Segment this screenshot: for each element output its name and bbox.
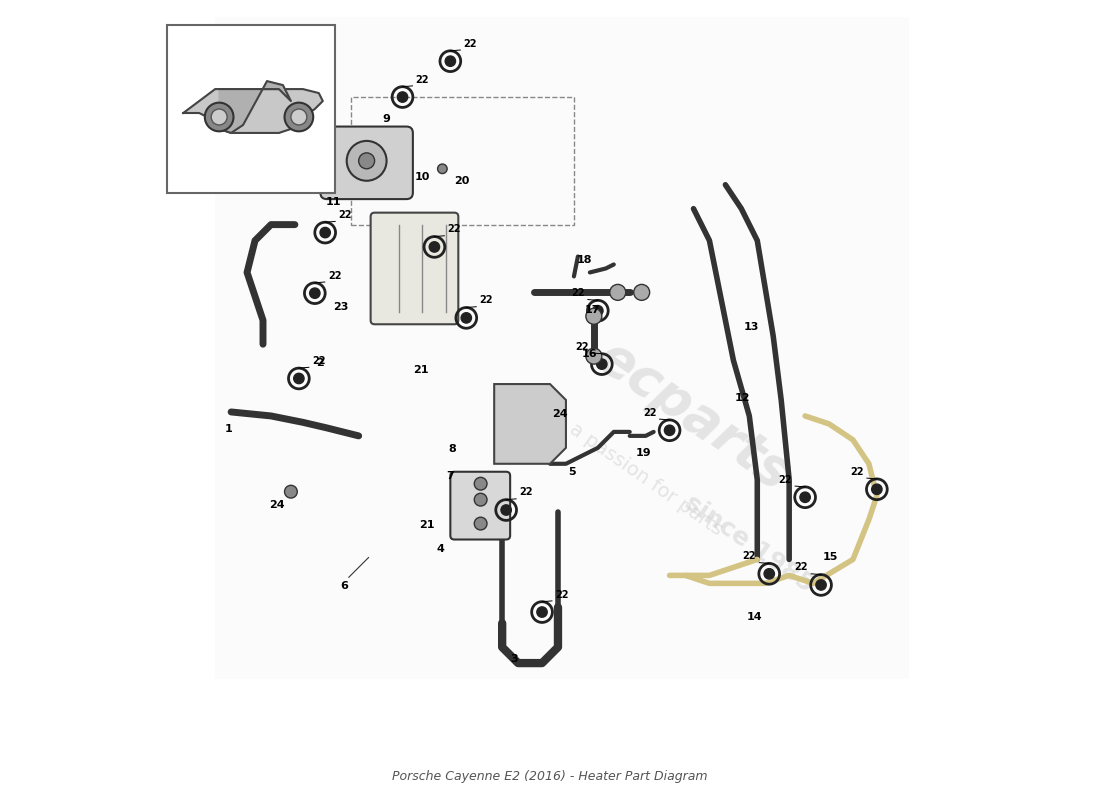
Text: 3: 3: [510, 654, 518, 664]
Circle shape: [359, 153, 375, 169]
Circle shape: [871, 484, 882, 494]
Text: 22: 22: [480, 295, 493, 306]
Text: ecparts: ecparts: [587, 330, 800, 501]
Polygon shape: [184, 89, 322, 133]
Text: a passion for parts: a passion for parts: [565, 420, 726, 540]
Text: 15: 15: [823, 552, 838, 562]
Text: 13: 13: [744, 322, 759, 332]
Text: 22: 22: [556, 590, 569, 599]
Text: 22: 22: [312, 356, 326, 366]
Circle shape: [800, 492, 811, 502]
Circle shape: [664, 425, 674, 435]
Circle shape: [211, 109, 227, 125]
Text: 14: 14: [747, 612, 762, 622]
Circle shape: [474, 494, 487, 506]
Text: 7: 7: [447, 470, 454, 481]
Text: 16: 16: [582, 349, 597, 358]
Circle shape: [816, 580, 826, 590]
Circle shape: [446, 56, 455, 66]
Text: 2: 2: [317, 358, 324, 367]
Circle shape: [294, 374, 304, 384]
Circle shape: [586, 308, 602, 324]
Circle shape: [461, 313, 472, 323]
Text: 6: 6: [340, 581, 349, 590]
Polygon shape: [216, 18, 909, 679]
Circle shape: [205, 102, 233, 131]
Text: 22: 22: [742, 551, 756, 562]
Text: Porsche Cayenne E2 (2016) - Heater Part Diagram: Porsche Cayenne E2 (2016) - Heater Part …: [393, 770, 707, 782]
Text: 22: 22: [850, 466, 864, 477]
Circle shape: [609, 285, 626, 300]
Text: 8: 8: [449, 445, 456, 454]
Text: 22: 22: [779, 474, 792, 485]
Text: 22: 22: [416, 74, 429, 85]
Text: 9: 9: [383, 114, 390, 123]
Text: 22: 22: [328, 270, 341, 281]
Text: 23: 23: [332, 302, 348, 312]
Circle shape: [586, 348, 602, 364]
FancyBboxPatch shape: [450, 472, 510, 539]
Circle shape: [320, 227, 330, 238]
Circle shape: [346, 141, 386, 181]
Text: 22: 22: [339, 210, 352, 220]
Circle shape: [474, 478, 487, 490]
Text: 24: 24: [552, 409, 569, 418]
Text: since 1985: since 1985: [681, 490, 818, 597]
Text: 19: 19: [636, 449, 651, 458]
Circle shape: [764, 569, 774, 579]
Text: 22: 22: [519, 487, 532, 498]
Circle shape: [593, 306, 603, 316]
Text: 22: 22: [448, 224, 461, 234]
Text: 22: 22: [463, 38, 477, 49]
Text: 18: 18: [576, 255, 592, 266]
Bar: [351, 97, 574, 225]
Text: 12: 12: [735, 393, 750, 402]
Text: 1: 1: [224, 425, 232, 434]
Circle shape: [438, 164, 448, 174]
Circle shape: [474, 517, 487, 530]
Circle shape: [596, 359, 607, 370]
Circle shape: [285, 486, 297, 498]
Text: 22: 22: [642, 408, 657, 418]
Text: 22: 22: [571, 288, 585, 298]
Text: 22: 22: [794, 562, 807, 573]
Circle shape: [285, 102, 314, 131]
Text: 5: 5: [568, 466, 575, 477]
Text: 22: 22: [575, 342, 589, 351]
Polygon shape: [219, 81, 290, 133]
Text: 17: 17: [584, 305, 600, 315]
Text: 20: 20: [454, 176, 470, 186]
Text: 10: 10: [415, 172, 430, 182]
Circle shape: [537, 607, 547, 618]
Circle shape: [500, 505, 512, 515]
Polygon shape: [494, 384, 565, 464]
Circle shape: [429, 242, 440, 252]
Circle shape: [397, 92, 408, 102]
Text: 21: 21: [414, 365, 429, 374]
Text: 11: 11: [326, 198, 341, 207]
Text: 4: 4: [437, 544, 444, 554]
Bar: [167, 26, 334, 193]
Circle shape: [634, 285, 650, 300]
Circle shape: [290, 109, 307, 125]
Text: 21: 21: [419, 520, 435, 530]
Circle shape: [309, 288, 320, 298]
Text: 24: 24: [268, 500, 285, 510]
FancyBboxPatch shape: [371, 213, 459, 324]
FancyBboxPatch shape: [320, 126, 412, 199]
